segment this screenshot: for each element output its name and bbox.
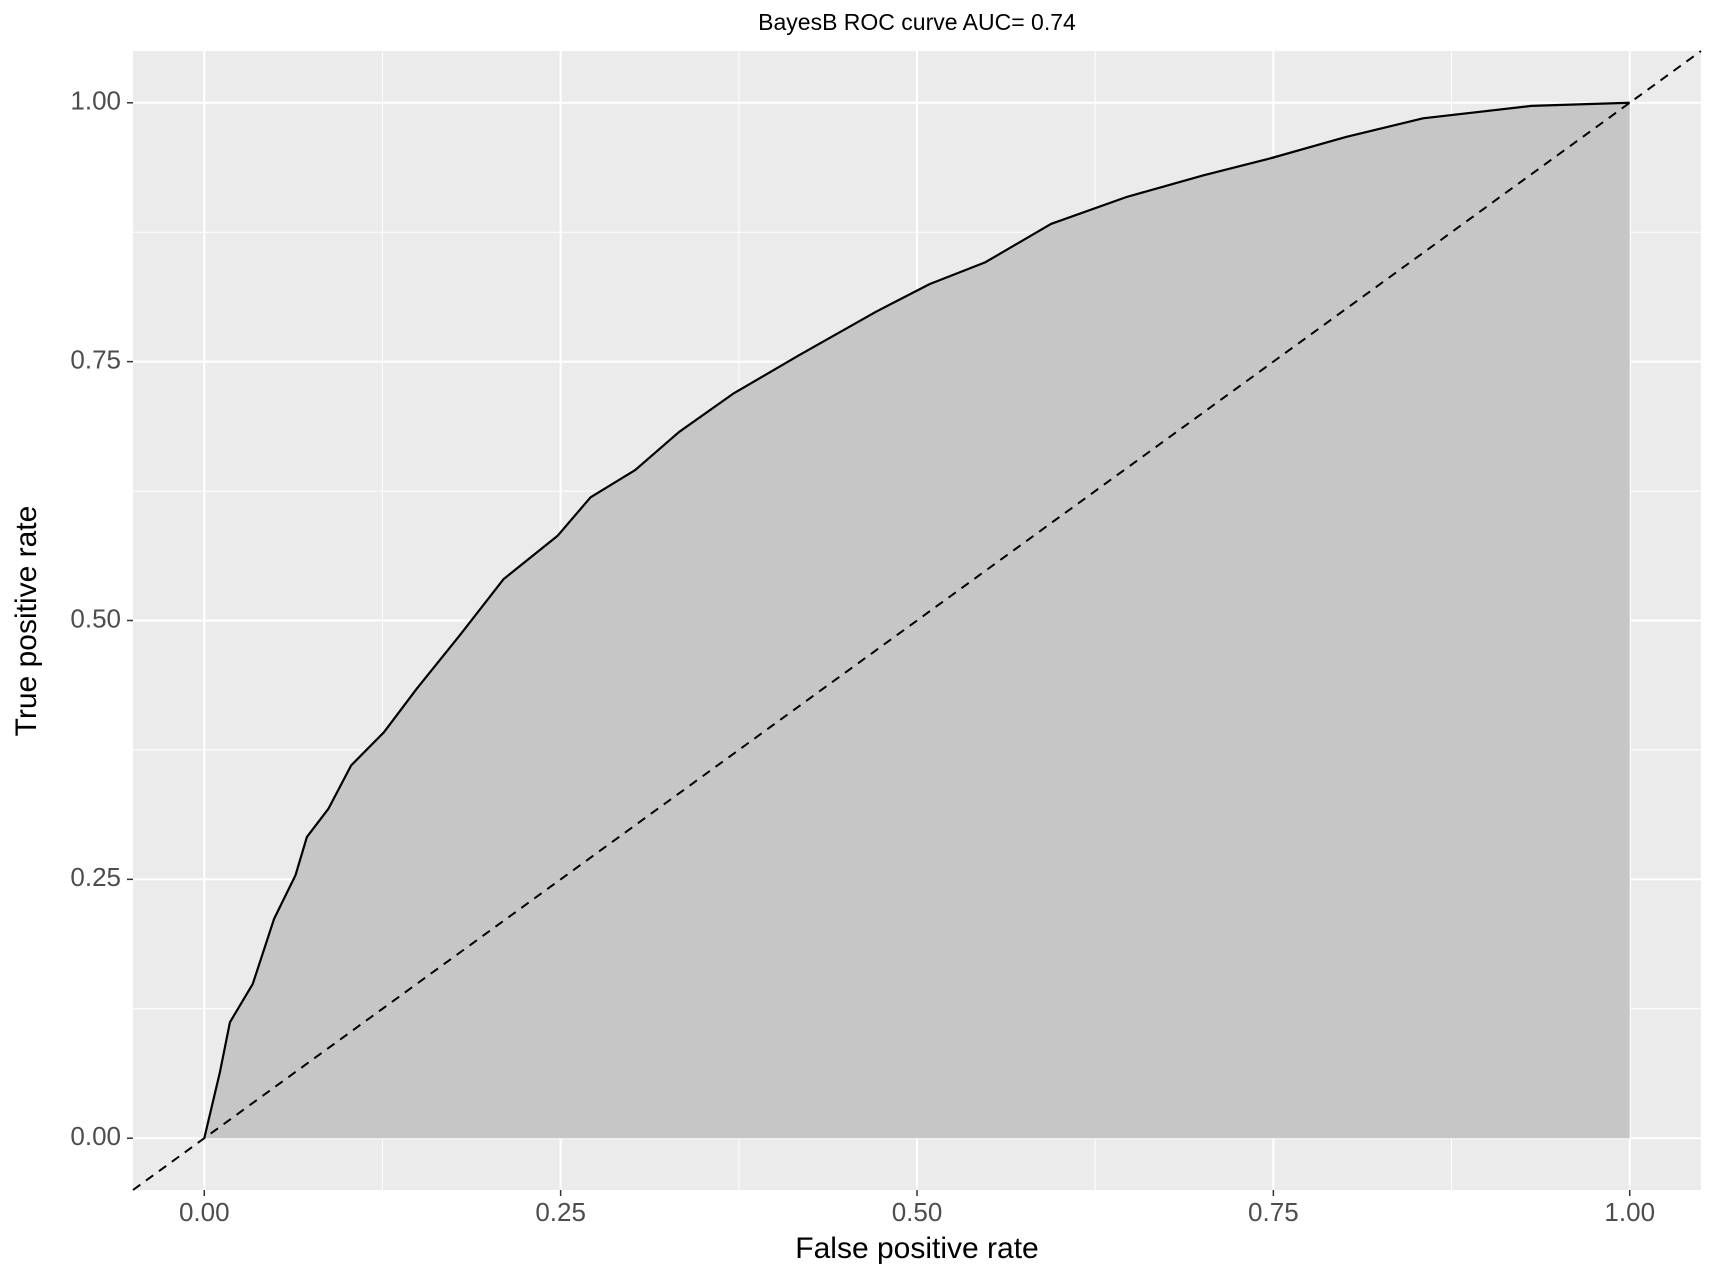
y-tick-label: 0.75 <box>70 345 121 375</box>
x-axis-title: False positive rate <box>795 1232 1038 1265</box>
y-axis-title: True positive rate <box>10 506 43 737</box>
chart-title: BayesB ROC curve AUC= 0.74 <box>758 9 1076 35</box>
x-tick-label: 0.25 <box>535 1197 586 1227</box>
y-tick-label: 0.25 <box>70 862 121 892</box>
x-tick-label: 0.50 <box>892 1197 943 1227</box>
reference-diagonal <box>132 50 1702 1191</box>
x-tick-label: 1.00 <box>1604 1197 1655 1227</box>
y-tick-label: 1.00 <box>70 86 121 116</box>
line <box>203 101 1630 1139</box>
y-tick-label: 0.50 <box>70 603 121 633</box>
x-tick-label: 0.75 <box>1248 1197 1299 1227</box>
y-tick-label: 0.00 <box>70 1121 121 1151</box>
x-tick-label: 0.00 <box>179 1197 230 1227</box>
